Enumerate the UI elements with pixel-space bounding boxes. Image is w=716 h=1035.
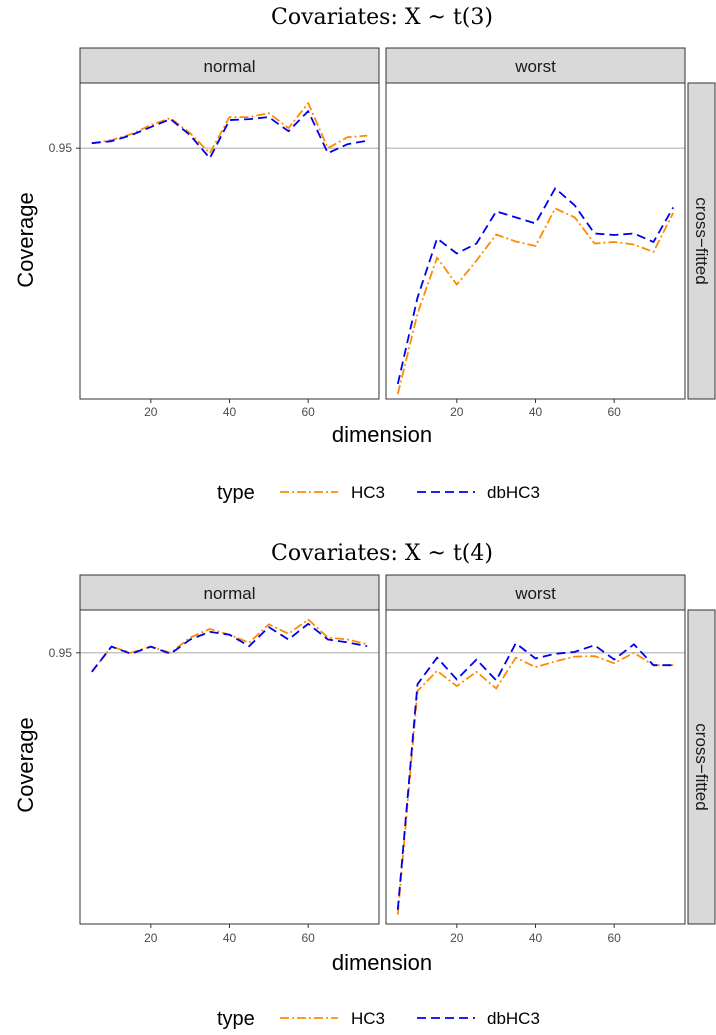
chart-title: Covariates: X ~ t(3) xyxy=(271,5,493,30)
series-line-dbHC3 xyxy=(396,642,674,910)
chart-2: Covariates: X ~ t(4) Coverage dimension nor… xyxy=(13,541,716,1030)
chart-1: Covariates: X ~ t(3) Coverage dimension nor… xyxy=(13,5,716,504)
panel-background xyxy=(80,610,379,924)
legend-label-dbHC3: dbHC3 xyxy=(487,483,540,502)
x-tick-label: 40 xyxy=(223,931,237,945)
x-tick-label: 20 xyxy=(144,405,158,419)
series-line-HC3 xyxy=(91,102,368,155)
x-tick-label: 40 xyxy=(223,405,237,419)
facet-label-normal: normal xyxy=(204,57,256,76)
legend-title: type xyxy=(217,1008,255,1030)
panel-background xyxy=(386,610,685,924)
legend-title: type xyxy=(217,482,255,504)
x-tick-label: 20 xyxy=(450,405,464,419)
facet-label-worst: worst xyxy=(514,57,556,76)
panel-background xyxy=(80,83,379,399)
series-line-HC3 xyxy=(396,651,674,915)
x-tick-label: 20 xyxy=(450,931,464,945)
x-tick-label: 60 xyxy=(302,405,316,419)
legend: type HC3 dbHC3 xyxy=(217,1008,540,1030)
series-line-dbHC3 xyxy=(396,187,674,385)
series-line-dbHC3 xyxy=(91,110,368,160)
series-line-dbHC3 xyxy=(91,622,368,673)
row-strip-label: cross−fitted xyxy=(692,723,711,810)
x-tick-label: 60 xyxy=(302,931,316,945)
x-tick-label: 60 xyxy=(608,405,622,419)
legend-label-dbHC3: dbHC3 xyxy=(487,1009,540,1028)
x-tick-label: 20 xyxy=(144,931,158,945)
y-axis-label: Coverage xyxy=(13,717,38,812)
y-axis-label: Coverage xyxy=(13,192,38,287)
legend: type HC3 dbHC3 xyxy=(217,482,540,504)
panel-background xyxy=(386,83,685,399)
panel-worst: worst 20 40 60 xyxy=(385,47,686,419)
facet-strip xyxy=(79,47,380,84)
x-axis-label: dimension xyxy=(332,950,432,975)
panel-normal: normal 20 40 60 xyxy=(79,47,380,419)
x-tick-label: 40 xyxy=(529,931,543,945)
panel-normal: normal 20 40 60 xyxy=(79,574,380,945)
y-tick-label: 0.95 xyxy=(49,141,73,155)
row-strip xyxy=(687,82,716,400)
legend-label-HC3: HC3 xyxy=(351,483,385,502)
panel-worst: worst 20 40 60 xyxy=(385,574,686,945)
x-tick-label: 40 xyxy=(529,405,543,419)
legend-label-HC3: HC3 xyxy=(351,1009,385,1028)
facet-label-normal: normal xyxy=(204,584,256,603)
row-strip-label: cross−fitted xyxy=(692,197,711,284)
facet-strip xyxy=(385,47,686,84)
facet-label-worst: worst xyxy=(514,584,556,603)
y-tick-label: 0.95 xyxy=(49,646,73,660)
series-line-HC3 xyxy=(396,207,675,395)
x-tick-label: 60 xyxy=(608,931,622,945)
facet-strip xyxy=(79,574,380,611)
facet-strip xyxy=(385,574,686,611)
chart-title: Covariates: X ~ t(4) xyxy=(271,541,493,566)
row-strip xyxy=(687,609,716,925)
x-axis-label: dimension xyxy=(332,422,432,447)
